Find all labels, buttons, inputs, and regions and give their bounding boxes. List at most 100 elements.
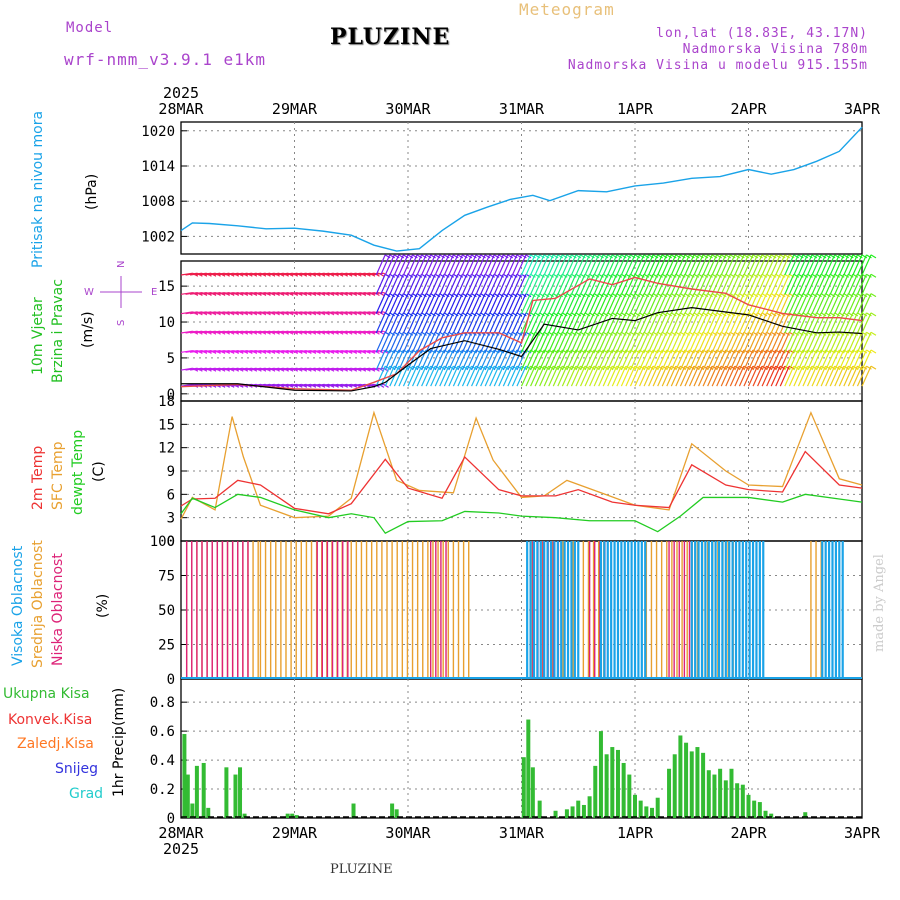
precip-bar	[537, 800, 542, 818]
y-tick-label: 15	[158, 279, 175, 295]
wind-barb-flag	[512, 365, 518, 370]
wind-barb	[321, 311, 334, 315]
wind-barb	[707, 365, 718, 387]
wind-barb	[502, 365, 513, 387]
wind-barb	[448, 254, 459, 276]
wind-barb	[321, 330, 334, 334]
wind-barb	[770, 365, 781, 387]
wind-barb	[579, 254, 591, 276]
wind-barb	[321, 291, 334, 295]
wind-barb	[548, 274, 559, 295]
wind-barb-flag	[421, 254, 427, 259]
precip-bar	[729, 768, 734, 818]
model-label: Model	[66, 20, 114, 36]
precip-bar	[763, 810, 768, 818]
wind-barb-flag	[757, 365, 763, 370]
wind-barb	[189, 291, 203, 295]
precip-bar	[233, 774, 238, 818]
wind-barb-flag	[720, 365, 727, 370]
wind-barb	[856, 274, 867, 295]
wind-barb-flag	[652, 254, 659, 259]
wind-barb	[411, 349, 423, 371]
wind-barb	[725, 332, 736, 353]
wind-barb	[811, 349, 822, 371]
wind-barb	[806, 332, 818, 353]
wind-barb	[421, 254, 432, 276]
wind-barb	[729, 312, 740, 334]
wind-barb	[834, 365, 845, 387]
wind-barb	[757, 312, 768, 334]
wind-barb	[666, 349, 677, 371]
wind-barb	[816, 349, 827, 371]
precip-bar	[746, 794, 751, 818]
wind-barb	[707, 312, 718, 334]
wind-barb	[584, 293, 595, 314]
wind-barb	[208, 349, 221, 353]
wind-barb-flag	[543, 254, 550, 259]
wind-barb	[411, 332, 423, 353]
wind-barb	[679, 312, 690, 334]
wind-barb	[557, 293, 568, 314]
wind-barb	[557, 254, 568, 276]
wind-barb	[439, 332, 450, 353]
wind-barb	[793, 349, 804, 371]
wind-barb	[539, 254, 550, 276]
wind-barb-flag	[770, 365, 777, 370]
wind-barb-flag	[729, 365, 736, 370]
wind-barb	[335, 291, 348, 295]
wind-barb	[461, 349, 473, 371]
y-tick-label: 1014	[141, 159, 175, 175]
wind-barb	[516, 274, 527, 295]
wind-barb-flag	[552, 254, 559, 259]
wind-barb-flag	[870, 273, 877, 278]
wind-barb	[434, 365, 445, 387]
wind-barb	[344, 383, 357, 387]
wind-barb	[566, 332, 577, 353]
wind-barb	[738, 312, 749, 334]
wind-barb	[253, 311, 266, 315]
wind-barb	[616, 349, 627, 371]
wind-barb	[425, 254, 436, 276]
wind-barb	[593, 293, 604, 314]
wind-barb	[788, 293, 799, 314]
wind-barb	[793, 254, 804, 276]
wind-barb	[557, 274, 568, 295]
wind-barb	[593, 332, 604, 353]
wind-barb	[552, 349, 563, 371]
wind-barb	[398, 365, 409, 387]
wind-barb-flag	[847, 365, 854, 370]
wind-barb-flag	[457, 365, 464, 370]
precip-bar	[723, 780, 728, 818]
wind-barb-flag	[489, 254, 495, 259]
wind-barb	[239, 367, 252, 371]
wind-barb	[357, 349, 371, 353]
wind-barb	[797, 349, 808, 371]
wind-barb	[761, 332, 772, 353]
wind-barb	[294, 349, 307, 353]
wind-barb	[779, 254, 790, 276]
wind-barb	[294, 330, 307, 334]
wind-barb	[816, 254, 827, 276]
wind-barb	[312, 291, 325, 295]
wind-barb	[452, 312, 463, 334]
wind-barb	[348, 367, 361, 371]
wind-barb	[448, 365, 459, 387]
wind-barb	[203, 349, 216, 353]
wind-barb	[276, 311, 289, 315]
wind-barb-flag	[462, 254, 468, 259]
wind-barb	[466, 254, 477, 276]
wind-barb	[598, 274, 609, 295]
wind-barb	[258, 272, 271, 276]
wind-barb	[180, 349, 193, 353]
wind-barb	[552, 293, 563, 314]
wind-barb-flag	[471, 254, 477, 259]
wind-barb	[493, 349, 504, 371]
wind-barb	[688, 365, 700, 387]
wind-barb-flag	[580, 365, 586, 370]
wind-barb	[589, 274, 600, 295]
wind-barb	[398, 293, 409, 314]
wind-barb	[806, 312, 818, 334]
wind-barb-flag	[734, 254, 741, 259]
product-title: Meteogram	[519, 0, 615, 19]
wind-barb	[411, 254, 423, 276]
